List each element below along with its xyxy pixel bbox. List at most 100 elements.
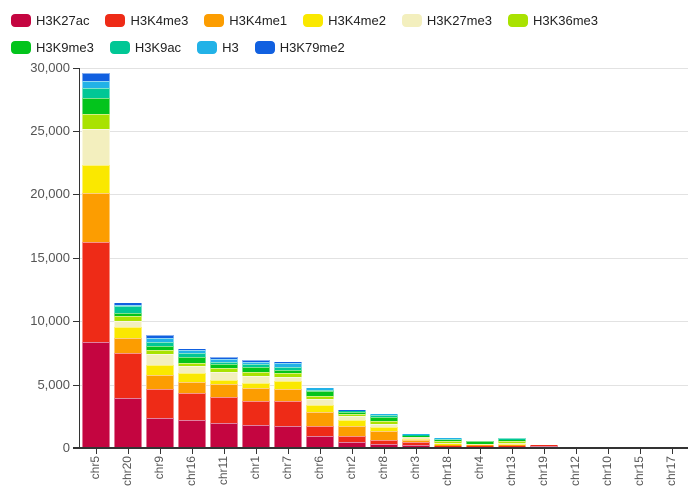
bar-segment-chr5-H3K9me3[interactable]	[82, 98, 110, 115]
bar-segment-chr2-H3K4me1[interactable]	[338, 426, 366, 437]
bar-segment-chr2-H3K4me2[interactable]	[338, 420, 366, 427]
bar-segment-chr3-H3K9me3[interactable]	[402, 435, 430, 437]
bar-chr2[interactable]	[338, 410, 366, 448]
bar-segment-chr2-H3K27me3[interactable]	[338, 416, 366, 421]
bar-segment-chr3-H3K4me3[interactable]	[402, 442, 430, 445]
bar-segment-chr11-H3K27me3[interactable]	[210, 372, 238, 381]
bar-segment-chr20-H3K4me2[interactable]	[114, 327, 142, 339]
legend-item-H3K27me3[interactable]: H3K27me3	[401, 9, 492, 31]
bar-segment-chr5-H3[interactable]	[82, 81, 110, 89]
legend-item-H3[interactable]: H3	[197, 36, 239, 58]
bar-segment-chr13-H3K4me3[interactable]	[498, 446, 526, 448]
bar-chr3[interactable]	[402, 434, 430, 448]
bar-segment-chr8-H3K4me3[interactable]	[370, 440, 398, 445]
legend-item-H3K4me3[interactable]: H3K4me3	[105, 9, 188, 31]
bar-segment-chr5-H3K79me2[interactable]	[82, 73, 110, 82]
bar-segment-chr13-H3K36me3[interactable]	[498, 440, 526, 444]
bar-segment-chr9-H3K27ac[interactable]	[146, 418, 174, 448]
bar-segment-chr5-H3K27ac[interactable]	[82, 342, 110, 448]
bar-segment-chr6-H3K9ac[interactable]	[306, 389, 334, 392]
bar-segment-chr2-H3[interactable]	[338, 410, 366, 412]
bar-segment-chr20-H3K4me1[interactable]	[114, 338, 142, 354]
bar-segment-chr2-H3K27ac[interactable]	[338, 442, 366, 448]
bar-segment-chr13-H3K9ac[interactable]	[498, 438, 526, 440]
bar-segment-chr20-H3K79me2[interactable]	[114, 303, 142, 305]
bar-segment-chr4-H3K36me3[interactable]	[466, 443, 494, 445]
bar-segment-chr4-H3K4me3[interactable]	[466, 446, 494, 447]
bar-segment-chr6-H3K27me3[interactable]	[306, 399, 334, 406]
bar-segment-chr18-H3K4me1[interactable]	[434, 444, 462, 447]
bar-segment-chr16-H3[interactable]	[178, 350, 206, 354]
bar-segment-chr13-H3K4me1[interactable]	[498, 445, 526, 447]
bar-segment-chr9-H3K27me3[interactable]	[146, 354, 174, 366]
bar-segment-chr5-H3K4me2[interactable]	[82, 165, 110, 193]
bar-segment-chr11-H3[interactable]	[210, 359, 238, 363]
bar-segment-chr1-H3K27me3[interactable]	[242, 376, 270, 384]
bar-segment-chr9-H3K79me2[interactable]	[146, 335, 174, 339]
bar-segment-chr8-H3[interactable]	[370, 414, 398, 416]
bar-segment-chr2-H3K9ac[interactable]	[338, 411, 366, 413]
bar-segment-chr1-H3K4me1[interactable]	[242, 388, 270, 402]
bar-segment-chr13-H3K27me3[interactable]	[498, 443, 526, 444]
bar-chr6[interactable]	[306, 387, 334, 448]
bar-segment-chr6-H3K9me3[interactable]	[306, 391, 334, 397]
bar-segment-chr7-H3K9ac[interactable]	[274, 367, 302, 371]
bar-segment-chr8-H3K4me2[interactable]	[370, 427, 398, 432]
bar-segment-chr2-H3K36me3[interactable]	[338, 414, 366, 417]
bar-segment-chr9-H3K9ac[interactable]	[146, 342, 174, 347]
bar-segment-chr7-H3K9me3[interactable]	[274, 370, 302, 374]
bar-segment-chr5-H3K4me3[interactable]	[82, 242, 110, 343]
bar-segment-chr7-H3K4me1[interactable]	[274, 389, 302, 402]
bar-segment-chr6-H3K79me2[interactable]	[306, 387, 334, 389]
bar-segment-chr20-H3K9ac[interactable]	[114, 306, 142, 314]
bar-chr11[interactable]	[210, 357, 238, 448]
bar-segment-chr7-H3K27me3[interactable]	[274, 377, 302, 382]
bar-segment-chr16-H3K9me3[interactable]	[178, 357, 206, 364]
bar-chr9[interactable]	[146, 335, 174, 448]
bar-segment-chr16-H3K27ac[interactable]	[178, 420, 206, 448]
bar-segment-chr7-H3K4me2[interactable]	[274, 381, 302, 390]
legend-item-H3K4me2[interactable]: H3K4me2	[303, 9, 386, 31]
bar-segment-chr16-H3K4me3[interactable]	[178, 393, 206, 421]
bar-segment-chr8-H3K4me1[interactable]	[370, 431, 398, 441]
bar-segment-chr11-H3K4me3[interactable]	[210, 397, 238, 424]
bar-segment-chr16-H3K36me3[interactable]	[178, 363, 206, 367]
bar-segment-chr11-H3K9ac[interactable]	[210, 362, 238, 365]
bar-segment-chr6-H3K4me2[interactable]	[306, 405, 334, 413]
bar-segment-chr11-H3K4me2[interactable]	[210, 380, 238, 385]
bar-segment-chr3-H3K27ac[interactable]	[402, 444, 430, 448]
bar-segment-chr1-H3K4me2[interactable]	[242, 383, 270, 389]
bar-segment-chr1-H3[interactable]	[242, 362, 270, 365]
bar-segment-chr20-H3K4me3[interactable]	[114, 353, 142, 399]
bar-segment-chr9-H3[interactable]	[146, 338, 174, 343]
bar-segment-chr4-H3K4me1[interactable]	[466, 445, 494, 447]
bar-segment-chr18-H3K4me3[interactable]	[434, 446, 462, 448]
bar-segment-chr2-H3K9me3[interactable]	[338, 412, 366, 415]
bar-segment-chr9-H3K36me3[interactable]	[146, 350, 174, 355]
bar-segment-chr3-H3K27me3[interactable]	[402, 437, 430, 439]
bar-segment-chr8-H3K27ac[interactable]	[370, 444, 398, 448]
bar-segment-chr8-H3K27me3[interactable]	[370, 424, 398, 428]
bar-segment-chr6-H3K27ac[interactable]	[306, 436, 334, 448]
bar-segment-chr2-H3K4me3[interactable]	[338, 436, 366, 443]
bar-segment-chr4-H3K9ac[interactable]	[466, 440, 494, 442]
legend-item-H3K27ac[interactable]: H3K27ac	[11, 9, 89, 31]
legend-item-H3K4me1[interactable]: H3K4me1	[204, 9, 287, 31]
bar-segment-chr20-H3K27ac[interactable]	[114, 398, 142, 448]
bar-segment-chr11-H3K79me2[interactable]	[210, 357, 238, 360]
bar-segment-chr1-H3K36me3[interactable]	[242, 372, 270, 377]
bar-chr7[interactable]	[274, 362, 302, 448]
bar-segment-chr18-H3K9ac[interactable]	[434, 438, 462, 441]
bar-segment-chr6-H3K36me3[interactable]	[306, 396, 334, 400]
bar-segment-chr8-H3K9ac[interactable]	[370, 415, 398, 418]
bar-segment-chr16-H3K79me2[interactable]	[178, 349, 206, 351]
bar-segment-chr13-H3K4me2[interactable]	[498, 443, 526, 446]
bar-segment-chr5-H3K27me3[interactable]	[82, 129, 110, 166]
bar-segment-chr16-H3K4me1[interactable]	[178, 382, 206, 394]
bar-segment-chr7-H3[interactable]	[274, 363, 302, 368]
legend-item-H3K9me3[interactable]: H3K9me3	[11, 36, 94, 58]
bar-segment-chr1-H3K9me3[interactable]	[242, 367, 270, 373]
bar-chr8[interactable]	[370, 414, 398, 448]
legend-item-H3K79me2[interactable]: H3K79me2	[254, 36, 345, 58]
bar-segment-chr11-H3K9me3[interactable]	[210, 364, 238, 369]
